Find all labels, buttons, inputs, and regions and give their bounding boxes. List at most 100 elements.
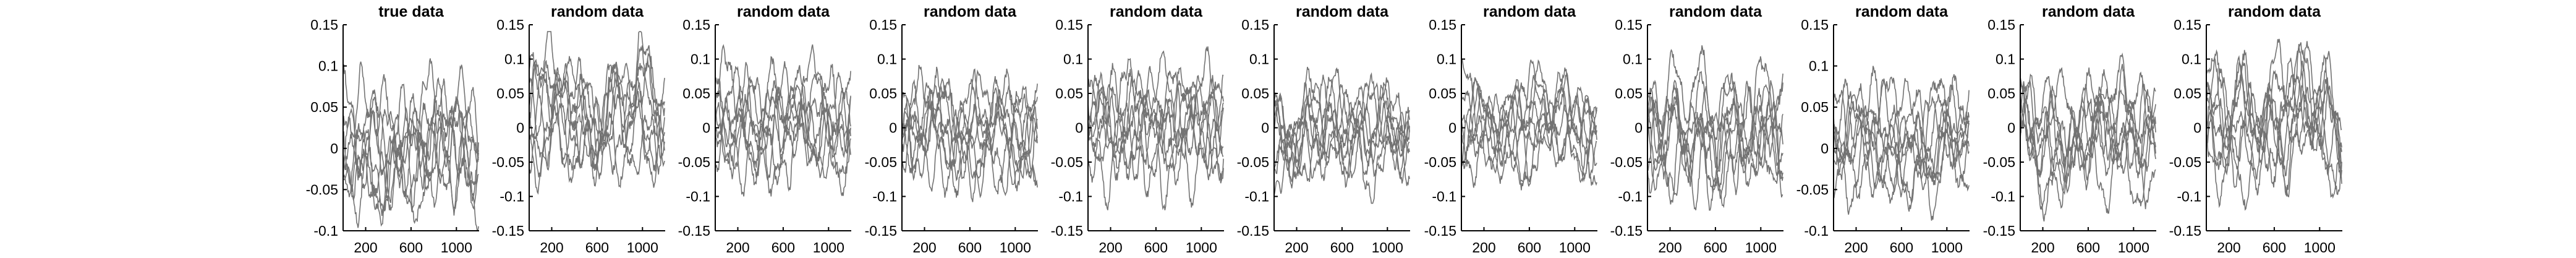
series-line: [1647, 71, 1783, 199]
y-tick-label: 0.1: [504, 51, 524, 67]
panel-title: random data: [1296, 3, 1389, 20]
y-tick-label: 0.15: [1615, 17, 1643, 33]
x-tick-label: 200: [1472, 239, 1495, 256]
series-line: [715, 62, 851, 192]
y-tick-label: 0.1: [691, 51, 710, 67]
y-tick-label: 0.15: [496, 17, 524, 33]
panel-title: random data: [1855, 3, 1949, 20]
series-line: [2206, 69, 2342, 199]
y-tick-label: 0: [1634, 120, 1643, 136]
series-line: [2020, 81, 2156, 214]
y-tick-label: -0.15: [1610, 223, 1643, 239]
y-tick-label: -0.1: [2177, 189, 2201, 205]
panel-11: random data -0.15 -0.1 -0.05 0 0.05 0.1 0.15 200…: [2169, 3, 2342, 256]
series-line: [1087, 62, 1224, 186]
series-line: [529, 31, 665, 187]
traces: [1087, 46, 1224, 210]
series-line: [1833, 93, 1970, 204]
y-tick-label: -0.15: [1051, 223, 1083, 239]
y-tick-label: -0.1: [1058, 189, 1083, 205]
series-line: [1273, 85, 1410, 184]
series-line: [342, 58, 479, 201]
series-line: [1461, 59, 1597, 163]
series-line: [1461, 82, 1597, 184]
y-tick-label: 0.15: [1241, 17, 1269, 33]
series-line: [901, 75, 1038, 198]
x-tick-label: 1000: [1559, 239, 1591, 256]
x-tick-label: 200: [2031, 239, 2054, 256]
x-tick-label: 600: [772, 239, 795, 256]
y-tick-label: 0.05: [2174, 85, 2201, 101]
y-tick-label: 0: [330, 140, 338, 157]
series-line: [1833, 79, 1970, 199]
series-line: [2020, 67, 2156, 178]
y-tick-label: -0.15: [1424, 223, 1456, 239]
series-line: [2020, 80, 2156, 196]
y-tick-label: 0.1: [1437, 51, 1456, 67]
y-tick-label: 0.15: [1429, 17, 1456, 33]
series-line: [715, 90, 851, 179]
series-line: [2206, 38, 2342, 189]
series-line: [1087, 71, 1224, 170]
y-tick-label: 0.1: [1063, 51, 1083, 67]
series-line: [1087, 75, 1224, 197]
x-tick-label: 600: [1890, 239, 1913, 256]
y-tick-label: 0: [1261, 120, 1269, 136]
series-line: [1273, 82, 1410, 181]
x-tick-label: 1000: [1372, 239, 1403, 256]
series-line: [901, 78, 1038, 174]
x-tick-label: 600: [2077, 239, 2100, 256]
x-tick-label: 600: [585, 239, 609, 256]
y-tick-label: -0.1: [686, 189, 710, 205]
x-tick-label: 600: [1518, 239, 1541, 256]
traces: [901, 64, 1038, 202]
panel-8: random data -0.15 -0.1 -0.05 0 0.05 0.1 0.15 200…: [1610, 3, 1783, 256]
traces: [1647, 45, 1783, 211]
series-line: [2020, 86, 2156, 210]
x-tick-label: 200: [354, 239, 377, 256]
x-tick-label: 200: [1658, 239, 1681, 256]
y-tick-label: -0.15: [2169, 223, 2201, 239]
traces: [342, 58, 479, 231]
y-tick-label: -0.05: [492, 154, 524, 170]
series-line: [1647, 72, 1783, 196]
panel-title: true data: [378, 3, 444, 20]
series-line: [1273, 74, 1410, 204]
traces: [715, 44, 851, 197]
x-tick-label: 1000: [441, 239, 472, 256]
x-tick-label: 1000: [1931, 239, 1963, 256]
x-tick-label: 200: [912, 239, 936, 256]
y-tick-label: 0: [1075, 120, 1083, 136]
y-tick-label: 0.1: [318, 58, 338, 74]
traces: [1461, 58, 1597, 191]
y-tick-label: 0.1: [1249, 51, 1269, 67]
panel-4: random data -0.15 -0.1 -0.05 0 0.05 0.1 0.15 200…: [865, 3, 1038, 256]
series-line: [342, 78, 479, 217]
y-tick-label: 0.1: [2182, 51, 2201, 67]
y-tick-label: 0: [702, 120, 710, 136]
y-tick-label: -0.05: [678, 154, 710, 170]
panel-7: random data -0.15 -0.1 -0.05 0 0.05 0.1 0.15 200…: [1424, 3, 1597, 256]
x-tick-label: 200: [1099, 239, 1122, 256]
panel-1: true data -0.1 -0.05 0 0.05 0.1 0.15 200 600 1000: [306, 3, 479, 256]
series-line: [1087, 46, 1224, 165]
y-tick-label: -0.1: [1244, 189, 1269, 205]
panel-title: random data: [1669, 3, 1762, 20]
x-tick-label: 200: [540, 239, 563, 256]
panel-title: random data: [551, 3, 644, 20]
series-line: [715, 56, 851, 170]
y-tick-label: 0.05: [1055, 85, 1083, 101]
y-tick-label: 0.05: [1241, 85, 1269, 101]
panel-title: random data: [2228, 3, 2321, 20]
panel-5: random data -0.15 -0.1 -0.05 0 0.05 0.1 0.15 200…: [1051, 3, 1224, 256]
x-tick-label: 600: [399, 239, 423, 256]
y-tick-label: -0.15: [1237, 223, 1269, 239]
y-tick-label: 0.1: [1809, 58, 1829, 74]
series-line: [715, 84, 851, 197]
y-tick-label: 0.15: [1801, 17, 1829, 33]
y-tick-label: -0.05: [1051, 154, 1083, 170]
series-line: [2206, 49, 2342, 197]
series-line: [342, 96, 479, 213]
panel-2: random data -0.15 -0.1 -0.05 0 0.05 0.1 0.15 200…: [492, 3, 665, 256]
